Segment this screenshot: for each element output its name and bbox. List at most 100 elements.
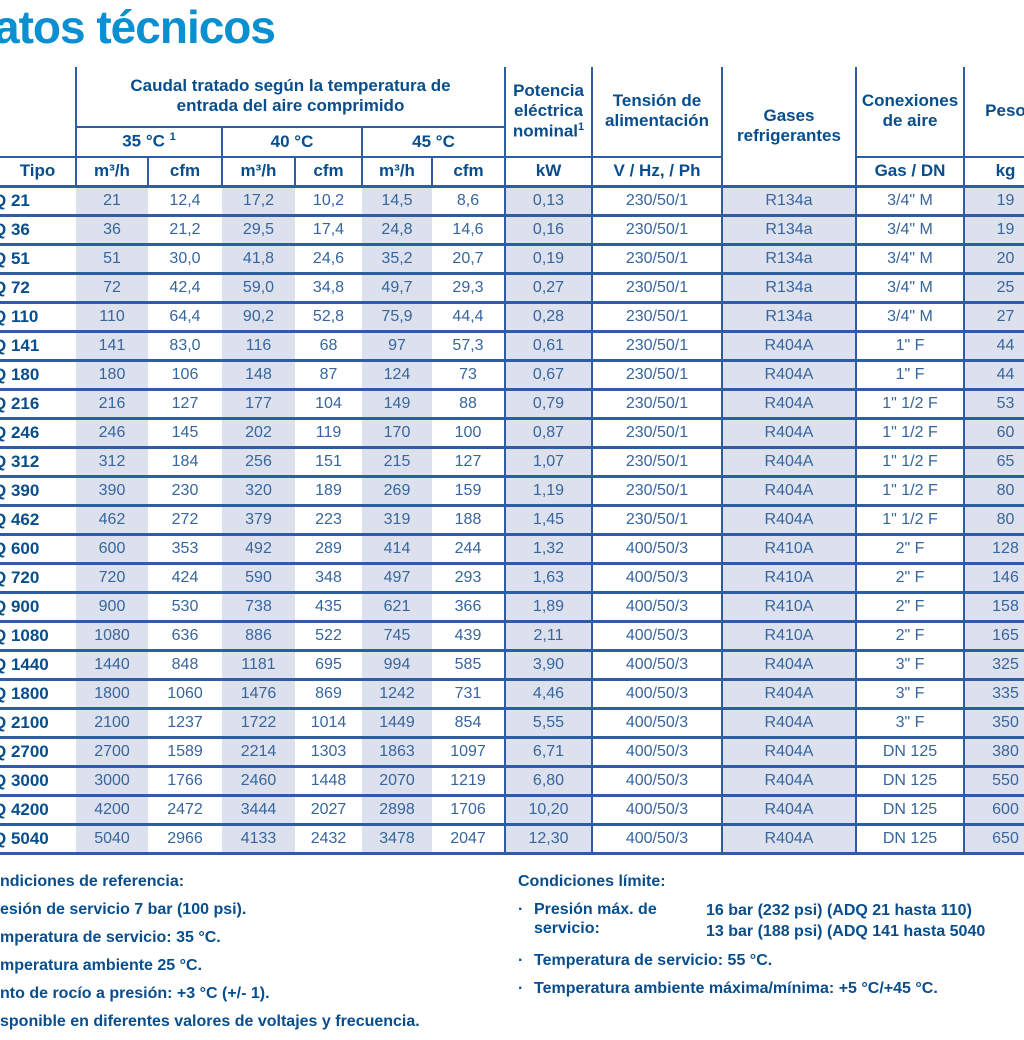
row-label: Q 2100 [0,713,49,733]
flow-45-m3h: 1863 [362,737,432,767]
flow-45-m3h: 414 [362,534,432,564]
air-connection: 1" 1/2 F [855,505,964,535]
flow-35-cfm: 106 [171,366,199,384]
air-connection: 1" 1/2 F [855,476,964,506]
flow-35-cfm: 1589 [167,743,203,761]
limit-conditions-title: Condiciones límite: [518,873,666,890]
flow-35-cfm: 2966 [167,830,203,848]
refrigerant: R404A [721,679,856,709]
flow-45-m3h: 3478 [362,824,432,854]
refrigerant: R410A [721,621,856,651]
pressure-value-1: 16 bar (232 psi) (ADQ 21 hasta 110) [706,902,972,919]
power-kw: 0,16 [504,215,592,245]
voltage: 230/50/1 [591,476,722,506]
flow-40-m3h: 116 [222,331,295,361]
air-connection: 2" F [855,534,964,564]
weight-kg: 146 [963,563,1024,593]
flow-35-m3h: 72 [76,273,148,303]
refrigerant: R404A [721,824,856,854]
pressure-values: 16 bar (232 psi) (ADQ 21 hasta 110) 13 b… [706,900,985,942]
flow-35-m3h: 390 [76,476,148,506]
table-row: Q 180 180 106 148 87 124 73 0,67 230/50/… [0,360,1024,390]
flow-35-cfm: 12,4 [169,192,201,210]
voltage: 230/50/1 [591,331,722,361]
flow-35-cfm: 636 [171,627,199,645]
flow-40-cfm: 2027 [310,801,347,819]
flow-45-cfm: 57,3 [452,337,484,355]
flow-40-m3h: 148 [222,360,295,390]
weight-kg: 19 [963,215,1024,245]
flow-40-cfm: 189 [315,482,342,500]
flow-35-m3h: 1440 [76,650,148,680]
refrigerant: R404A [721,331,856,361]
air-connection: 2" F [855,563,964,593]
reference-condition-item: nto de rocío a presión: +3 °C (+/- 1). [0,985,270,1002]
footnotes: ndiciones de referencia: esión de servic… [0,872,1024,1040]
row-label: Q 246 [0,423,40,443]
weight-kg: 53 [963,389,1024,419]
flow-45-m3h: 1449 [362,708,432,738]
refrigerant: R134a [721,186,856,216]
flow-40-cfm: 869 [315,685,342,703]
flow-40-cfm: 24,6 [312,250,345,268]
header-potencia: Potencia eléctrica nominal1 [504,66,592,158]
flow-40-cfm: 1448 [310,772,347,790]
flow-45-m3h: 2898 [362,795,432,825]
refrigerant: R134a [721,302,856,332]
flow-45-m3h: 149 [362,389,432,419]
flow-45-cfm: 2047 [450,830,486,848]
power-kw: 5,55 [504,708,592,738]
voltage: 230/50/1 [591,360,722,390]
reference-condition-item: mperatura de servicio: 35 °C. [0,929,221,946]
flow-45-cfm: 1097 [450,743,486,761]
flow-45-m3h: 1242 [362,679,432,709]
table-row: Q 390 390 230 320 189 269 159 1,19 230/5… [0,476,1024,506]
flow-35-m3h: 216 [76,389,148,419]
air-connection: 3" F [855,679,964,709]
table-row: Q 2100 2100 1237 1722 1014 1449 854 5,55… [0,708,1024,738]
weight-kg: 20 [963,244,1024,274]
table-row: Q 900 900 530 738 435 621 366 1,89 400/5… [0,592,1024,622]
row-label: Q 21 [0,191,30,211]
flow-35-cfm: 530 [171,598,199,616]
refrigerant: R134a [721,273,856,303]
flow-45-m3h: 269 [362,476,432,506]
power-kw: 10,20 [504,795,592,825]
row-label: Q 390 [0,481,40,501]
voltage: 230/50/1 [591,418,722,448]
flow-40-m3h: 886 [222,621,295,651]
flow-40-cfm: 435 [315,598,342,616]
flow-45-cfm: 1706 [450,801,486,819]
flow-45-m3h: 745 [362,621,432,651]
voltage: 400/50/3 [591,534,722,564]
flow-45-cfm: 73 [459,366,477,384]
power-kw: 3,90 [504,650,592,680]
flow-40-cfm: 17,4 [312,221,345,239]
limit-condition-temp-ambient: · Temperatura ambiente máxima/mínima: +5… [518,979,1024,998]
unit-m3h-40: m³/h [221,156,295,189]
flow-45-m3h: 35,2 [362,244,432,274]
flow-40-m3h: 256 [222,447,295,477]
pressure-value-2: 13 bar (188 psi) (ADQ 141 hasta 5040 [706,923,986,940]
flow-35-cfm: 848 [171,656,199,674]
power-kw: 6,71 [504,737,592,767]
limit-conditions: Condiciones límite: · Presión máx. de se… [518,872,1024,1040]
header-conexiones: Conexiones de aire [855,66,964,158]
flow-35-cfm: 353 [171,540,199,558]
flow-35-m3h: 110 [76,302,148,332]
air-connection: 3/4" M [855,244,964,274]
flow-45-m3h: 621 [362,592,432,622]
flow-40-cfm: 348 [315,569,342,587]
refrigerant: R404A [721,650,856,680]
flow-45-m3h: 170 [362,418,432,448]
header-gases: Gases refrigerantes [721,66,856,189]
table-row: Q 720 720 424 590 348 497 293 1,63 400/5… [0,563,1024,593]
flow-45-cfm: 854 [454,714,482,732]
limit-condition-temp-service: · Temperatura de servicio: 55 °C. [518,951,1024,970]
table-row: Q 141 141 83,0 116 68 97 57,3 0,61 230/5… [0,331,1024,361]
header-blank-corner [0,66,77,158]
unit-cfm-45: cfm [431,156,505,189]
header-row-units: Tipo m³/h cfm m³/h cfm m³/h cfm kW V / H… [0,156,1024,189]
row-label: Q 180 [0,365,40,385]
power-kw: 1,45 [504,505,592,535]
